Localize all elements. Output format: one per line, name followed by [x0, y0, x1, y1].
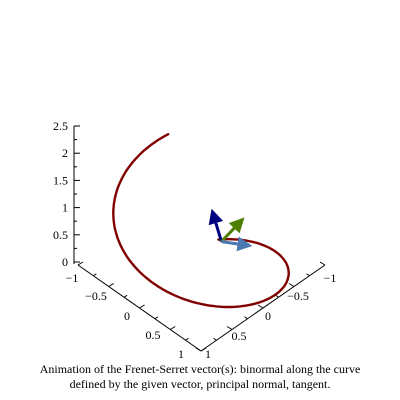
y-tick	[226, 326, 233, 330]
y-minor-tick	[213, 337, 217, 341]
z-tick-label: 0	[62, 255, 68, 269]
y-axis: 1 0.5 0 −0.5 −1	[195, 261, 337, 361]
space-curve	[112, 133, 290, 309]
z-tick-label: 1	[62, 201, 68, 215]
y-tick	[288, 283, 295, 287]
y-tick	[195, 347, 202, 352]
caption-line-2: defined by the given vector, principal n…	[69, 377, 331, 391]
x-axis: −1 −0.5 0 0.5 1	[66, 261, 207, 361]
caption-line-1: Animation of the Frenet-Serret vector(s)…	[39, 362, 361, 376]
frenet-serret-vectors	[208, 208, 253, 252]
x-tick-label: 0	[124, 309, 130, 323]
x-tick-label: 0.5	[146, 328, 161, 342]
z-tick-label: 2.5	[53, 119, 68, 133]
y-tick-label: 0.5	[232, 329, 247, 343]
y-tick-label: 1	[205, 347, 211, 361]
x-tick	[108, 283, 115, 287]
z-tick-label: 1.5	[53, 173, 68, 187]
y-tick-label: 0	[265, 309, 271, 323]
x-tick-label: −1	[66, 271, 79, 285]
y-tick	[319, 261, 326, 266]
x-tick-label: −0.5	[85, 289, 107, 303]
y-tick-label: −1	[324, 271, 337, 285]
y-minor-tick	[244, 316, 248, 320]
binormal-vector	[208, 208, 224, 243]
x-tick-label: 1	[178, 347, 184, 361]
x-minor-tick	[154, 316, 159, 320]
x-tick	[139, 304, 145, 309]
y-minor-tick	[306, 273, 310, 277]
z-tick-label: 2	[62, 146, 68, 160]
figure-caption: Animation of the Frenet-Serret vector(s)…	[0, 362, 400, 392]
x-minor-tick	[123, 294, 128, 298]
principal-normal-vector	[220, 217, 245, 243]
z-tick-label: 0.5	[53, 228, 68, 242]
tangent-vector	[221, 236, 253, 252]
x-minor-tick	[185, 337, 189, 341]
z-axis: 0 0.5 1 1.5 2 2.5	[53, 119, 80, 269]
x-tick	[169, 326, 176, 330]
y-tick	[257, 304, 264, 309]
y-tick-label: −0.5	[287, 289, 309, 303]
x-minor-tick	[93, 273, 97, 277]
x-tick	[77, 261, 84, 266]
